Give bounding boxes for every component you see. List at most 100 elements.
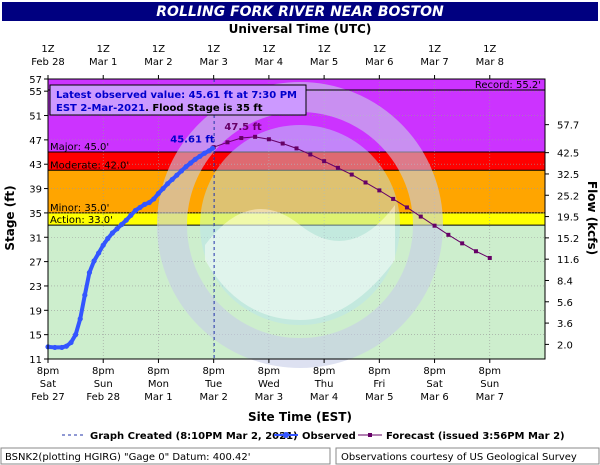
top-x-axis-ticks: 1Z Feb 28 1Z Mar 1 1Z Mar 2 1Z Mar 3 1Z Mar 4 1Z Ma… (31, 44, 504, 79)
footer-datum: BSNK2(plotting HGIRG) "Gage 0" Datum: 40… (5, 452, 250, 463)
y-tick-label: 15 (29, 331, 42, 342)
latest-value-date: EST 2-Mar-2021 (56, 103, 145, 114)
top-tick-time: 1Z (428, 44, 441, 55)
legend: Graph Created (8:10PM Mar 2, 2021) Obser… (62, 431, 565, 442)
observed-point (146, 199, 152, 206)
top-tick-time: 1Z (41, 44, 54, 55)
forecast-point (377, 188, 382, 193)
observed-point (174, 172, 180, 178)
observed-point (128, 212, 134, 218)
right-y-axis-ticks: 2.0 3.6 5.6 8.4 11.6 15.2 19.5 25.2 32.5 42.5 57.7 (545, 121, 579, 351)
x-tick-day: Mon (148, 379, 169, 390)
observed-point (91, 258, 97, 264)
top-tick-time: 1Z (207, 44, 220, 55)
x-tick-day: Tue (204, 379, 222, 390)
observed-point (73, 332, 79, 338)
x-tick-day: Sat (426, 379, 442, 390)
observed-peak-label: 45.61 ft (170, 134, 214, 145)
top-axis-label: Universal Time (UTC) (229, 22, 372, 36)
forecast-point (473, 249, 478, 254)
x-tick-date: Feb 28 (86, 392, 120, 403)
top-tick-date: Mar 6 (365, 57, 393, 68)
observed-point (160, 185, 166, 192)
observed-point (123, 217, 129, 223)
observed-point (192, 156, 198, 162)
x-tick-date: Mar 2 (199, 392, 227, 403)
top-tick-time: 1Z (97, 44, 110, 55)
x-axis-label: Site Time (EST) (248, 410, 352, 424)
x-tick-date: Mar 6 (420, 392, 448, 403)
footer-right-box (335, 447, 600, 465)
observed-point (142, 201, 148, 207)
forecast-point (239, 136, 244, 141)
observed-point (68, 339, 74, 346)
observed-point (63, 343, 70, 349)
observed-point (197, 153, 203, 159)
x-tick-day: Sun (480, 379, 499, 390)
forecast-point (308, 152, 313, 157)
top-tick-date: Mar 8 (476, 57, 504, 68)
observed-point (96, 250, 102, 256)
observed-point (209, 145, 216, 151)
major-stage-label: Major: 45.0' (50, 142, 109, 153)
x-tick-date: Mar 7 (476, 392, 504, 403)
forecast-point (280, 141, 285, 146)
x-tick-day: Sun (94, 379, 113, 390)
y-tick-label: 31 (29, 233, 42, 244)
action-stage-label: Action: 33.0' (50, 215, 113, 226)
forecast-point (349, 172, 354, 177)
band-minor (48, 170, 545, 213)
flood-stage-note: . Flood Stage is 35 ft (145, 103, 263, 114)
y-tick-label: 11 (29, 355, 42, 366)
y-tick-label: 27 (29, 258, 42, 269)
forecast-point (446, 232, 451, 237)
y2-tick-label: 42.5 (557, 149, 579, 160)
legend-forecast-marker (368, 433, 372, 437)
chart-title: ROLLING FORK RIVER NEAR BOSTON (156, 4, 444, 20)
y2-axis-label: Flow (kcfs) (585, 181, 599, 255)
x-tick-time: 8pm (313, 366, 335, 377)
forecast-peak-label: 47.5 ft (224, 122, 262, 133)
top-tick-date: Mar 5 (310, 57, 338, 68)
x-tick-day: Thu (314, 379, 334, 390)
x-tick-time: 8pm (479, 366, 501, 377)
y-tick-label: 43 (29, 160, 42, 171)
top-tick-time: 1Z (318, 44, 331, 55)
title-bar (2, 2, 598, 21)
x-tick-time: 8pm (92, 366, 114, 377)
forecast-point (225, 140, 230, 145)
y2-tick-label: 8.4 (557, 276, 573, 287)
y2-tick-label: 32.5 (557, 170, 579, 181)
y2-tick-label: 19.5 (557, 213, 579, 224)
forecast-point (432, 223, 437, 228)
y-tick-label: 57 (29, 75, 42, 86)
top-tick-date: Mar 1 (89, 57, 117, 68)
y-tick-label: 35 (29, 209, 42, 220)
forecast-point (363, 180, 368, 185)
y2-tick-label: 2.0 (557, 340, 573, 351)
forecast-point (404, 205, 409, 210)
footer-credit: Observations courtesy of US Geological S… (341, 452, 577, 463)
x-tick-time: 8pm (368, 366, 390, 377)
observed-point (132, 207, 139, 214)
x-tick-date: Feb 27 (31, 392, 65, 403)
observed-point (201, 150, 208, 156)
observed-point (100, 242, 106, 248)
top-tick-date: Mar 7 (420, 57, 448, 68)
latest-value-line1: Latest observed value: 45.61 ft at 7:30 … (56, 90, 297, 101)
legend-forecast: Forecast (issued 3:56PM Mar 2) (386, 431, 565, 442)
top-tick-time: 1Z (373, 44, 386, 55)
footer-left-box (0, 447, 331, 465)
legend-observed-marker (283, 432, 289, 438)
x-tick-date: Mar 3 (255, 392, 283, 403)
y-tick-label: 51 (29, 112, 42, 123)
x-tick-time: 8pm (258, 366, 280, 377)
forecast-series (211, 134, 492, 260)
x-tick-date: Mar 5 (365, 392, 393, 403)
y-tick-label: 39 (29, 185, 42, 196)
forecast-point (266, 137, 271, 142)
observed-point (151, 196, 157, 202)
x-tick-date: Mar 4 (310, 392, 338, 403)
y-tick-label: 23 (29, 282, 42, 293)
